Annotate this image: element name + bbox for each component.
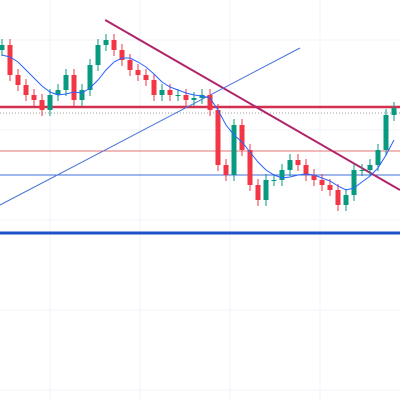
candle-body — [367, 165, 373, 170]
candle-body — [375, 150, 381, 165]
candle-body — [311, 175, 317, 180]
candle-body — [183, 95, 189, 100]
candle-body — [287, 160, 293, 170]
candle-body — [295, 160, 301, 165]
candle-body — [351, 170, 357, 195]
candle-body — [223, 165, 229, 175]
candle-body — [87, 65, 93, 90]
candle-body — [47, 95, 53, 110]
candle-body — [247, 150, 253, 185]
candle-body — [151, 80, 157, 95]
candle-body — [39, 100, 45, 110]
candle-body — [383, 115, 389, 150]
candle-body — [271, 180, 277, 181]
candle-body — [95, 45, 101, 65]
trend-line — [0, 47, 301, 206]
candle-body — [319, 180, 325, 185]
candle-body — [0, 45, 5, 50]
candle-body — [255, 185, 261, 200]
candle-body — [207, 95, 213, 110]
candle-body — [343, 195, 349, 205]
candle-body — [15, 75, 21, 85]
candle-body — [119, 50, 125, 60]
candle-body — [327, 185, 333, 190]
trend-line — [104, 19, 400, 191]
candle-body — [71, 75, 77, 100]
candle-body — [135, 70, 141, 75]
candle-body — [175, 95, 181, 96]
candle-body — [103, 40, 109, 45]
candle-body — [335, 190, 341, 205]
candle-body — [391, 108, 397, 115]
candle-body — [279, 170, 285, 180]
candle-body — [303, 165, 309, 175]
candle-body — [215, 110, 221, 165]
candle-body — [263, 180, 269, 200]
candle-body — [239, 125, 245, 150]
candle-body — [63, 75, 69, 90]
candle-body — [31, 95, 37, 100]
candle-body — [191, 98, 197, 100]
candle-body — [231, 125, 237, 175]
candle-body — [79, 90, 85, 100]
candle-body — [7, 45, 13, 75]
candle-body — [55, 90, 61, 95]
candle-body — [127, 60, 133, 70]
candle-body — [359, 170, 365, 171]
candle-body — [167, 90, 173, 95]
candle-body — [111, 40, 117, 50]
candle-body — [159, 90, 165, 95]
candle-body — [23, 85, 29, 95]
candle-body — [143, 75, 149, 80]
moving-average — [1, 54, 395, 191]
